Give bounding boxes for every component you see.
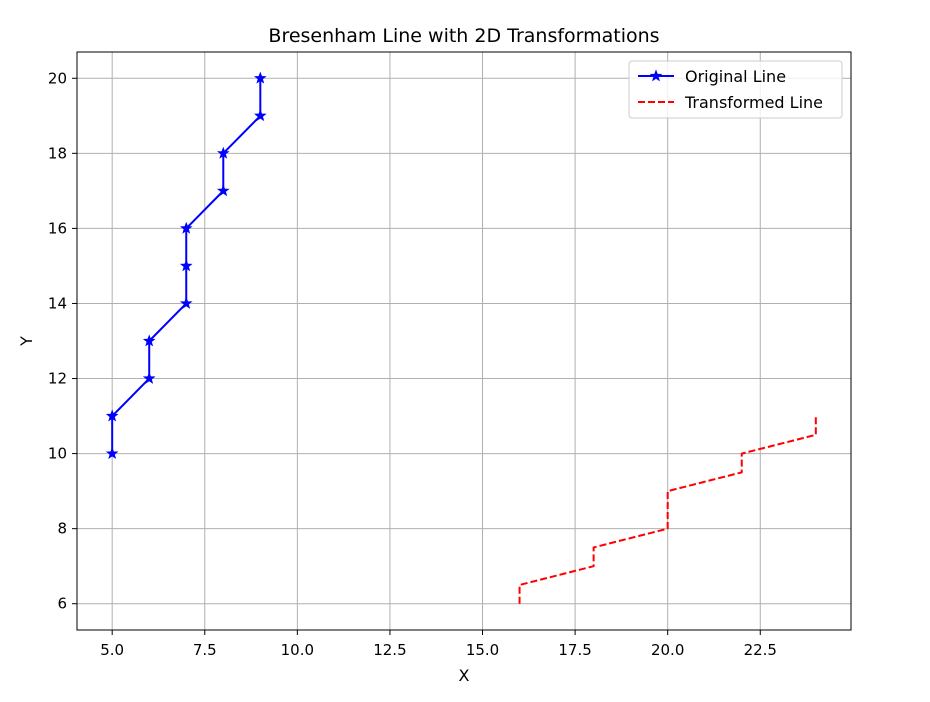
legend-star-marker bbox=[649, 69, 663, 82]
x-tick-label: 20.0 bbox=[651, 641, 684, 659]
original-line-point bbox=[142, 334, 156, 347]
y-tick-label: 6 bbox=[57, 595, 67, 613]
original-line-point bbox=[179, 221, 193, 234]
x-tick-label: 5.0 bbox=[100, 641, 124, 659]
original-line-point bbox=[216, 184, 230, 197]
y-tick-label: 12 bbox=[48, 370, 67, 388]
x-tick-label: 17.5 bbox=[558, 641, 591, 659]
transformed-line-series bbox=[518, 416, 817, 604]
legend-box bbox=[628, 60, 843, 119]
legend: Original Line Transformed Line bbox=[628, 60, 843, 119]
y-tick-label: 20 bbox=[48, 69, 67, 87]
plot-frame bbox=[76, 51, 852, 631]
series-layer bbox=[105, 71, 817, 604]
grid bbox=[77, 52, 851, 630]
original-line-point bbox=[142, 371, 156, 384]
chart-title: Bresenham Line with 2D Transformations bbox=[268, 25, 659, 47]
original-line-point bbox=[253, 71, 267, 84]
legend-label-transformed-line: Transformed Line bbox=[684, 93, 823, 112]
x-tick-label: 22.5 bbox=[744, 641, 777, 659]
y-tick-label: 18 bbox=[48, 144, 67, 162]
x-tick-label: 12.5 bbox=[373, 641, 406, 659]
y-tick-label: 8 bbox=[57, 520, 67, 538]
original-line-point bbox=[105, 446, 119, 459]
original-line-point bbox=[179, 296, 193, 309]
original-line-point bbox=[253, 109, 267, 122]
x-axis-ticks: 5.0 7.5 10.0 12.5 15.0 17.5 20.0 22.5 bbox=[100, 630, 777, 659]
original-line-point bbox=[216, 146, 230, 159]
x-tick-label: 10.0 bbox=[281, 641, 314, 659]
y-axis-label: Y bbox=[17, 336, 36, 347]
legend-label-original-line: Original Line bbox=[685, 67, 786, 86]
y-tick-label: 14 bbox=[48, 294, 67, 312]
y-axis-ticks: 6 8 10 12 14 16 18 20 bbox=[48, 69, 77, 613]
x-tick-label: 15.0 bbox=[466, 641, 499, 659]
y-tick-label: 10 bbox=[48, 445, 67, 463]
y-tick-label: 16 bbox=[48, 219, 67, 237]
x-tick-label: 7.5 bbox=[193, 641, 217, 659]
original-line-point bbox=[179, 259, 193, 272]
original-line-point bbox=[105, 409, 119, 422]
x-axis-label: X bbox=[459, 666, 470, 685]
